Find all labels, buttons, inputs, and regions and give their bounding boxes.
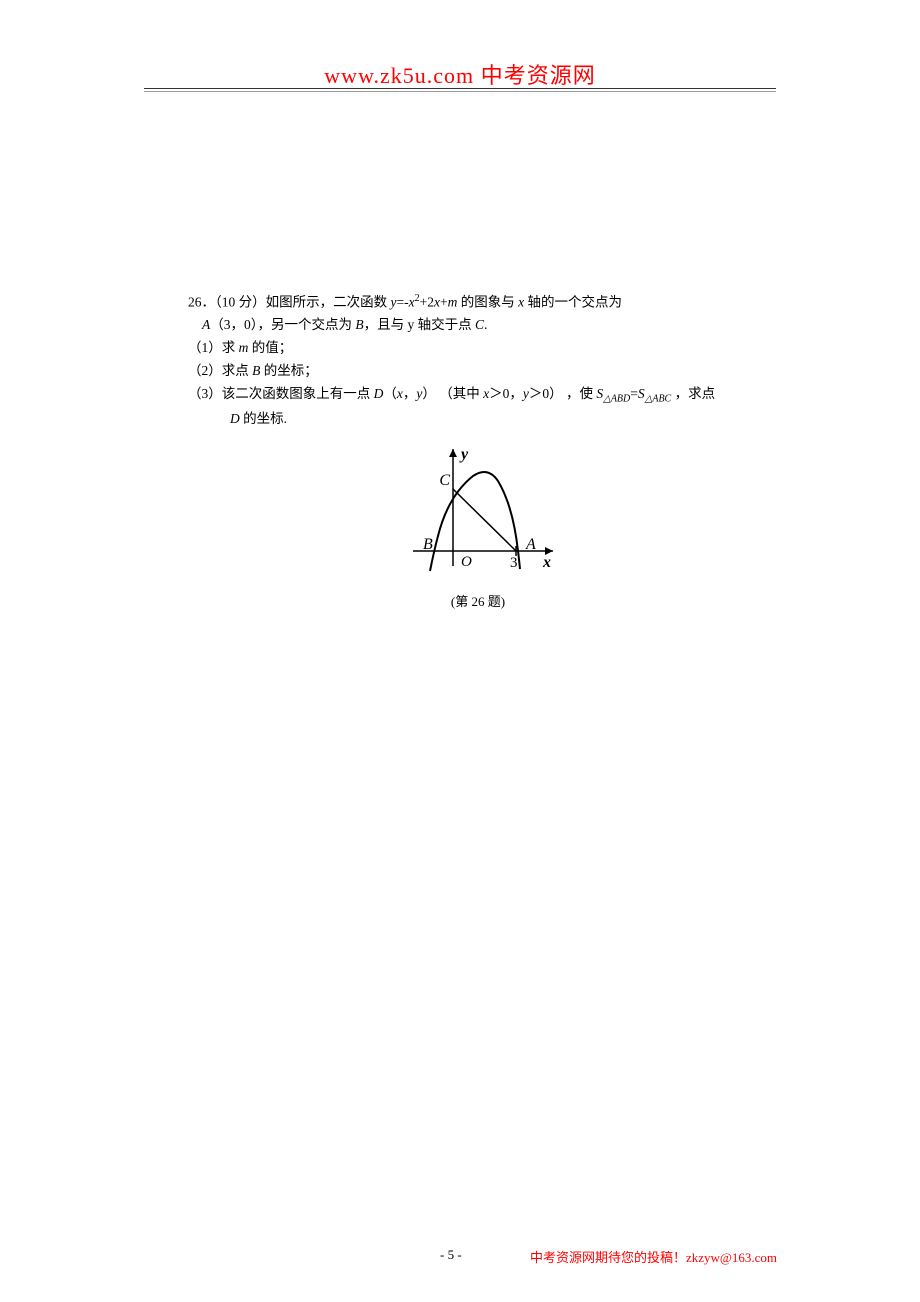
- header-rule-2: [144, 91, 776, 92]
- question-1: （1）求 m 的值；: [188, 337, 768, 360]
- problem-line-1: 26．（10 分）如图所示，二次函数 y=-x2+2x+m 的图象与 x 轴的一…: [188, 290, 768, 314]
- point-c-label: C: [475, 317, 484, 332]
- q1-var: m: [239, 340, 252, 355]
- label-x: x: [542, 554, 551, 571]
- intro-text: 26．（10 分）如图所示，二次函数: [188, 295, 387, 310]
- figure-container: C B A O 3 y x (第 26 题): [188, 441, 768, 613]
- label-a: A: [525, 536, 536, 553]
- q3-cond: （其中: [439, 386, 480, 401]
- q1-suffix: 的值；: [252, 340, 293, 355]
- q3-prefix: （3）该二次函数图象上有一点: [188, 386, 370, 401]
- equation: y: [391, 295, 397, 310]
- header-url: www.zk5u.com: [324, 63, 474, 88]
- q2-suffix: 的坐标；: [264, 363, 318, 378]
- problem-content: 26．（10 分）如图所示，二次函数 y=-x2+2x+m 的图象与 x 轴的一…: [188, 290, 768, 613]
- q2-prefix: （2）求点: [188, 363, 249, 378]
- q3-x: x: [483, 386, 489, 401]
- problem-line-2: A（3，0），另一个交点为 B，且与 y 轴交于点 C.: [188, 314, 768, 337]
- header-site-name: 中考资源网: [481, 63, 596, 88]
- q3-line2-suffix: 的坐标.: [243, 411, 287, 426]
- label-y: y: [459, 446, 469, 463]
- label-b: B: [423, 536, 433, 553]
- page-header: www.zk5u.com 中考资源网: [0, 58, 920, 90]
- label-c: C: [439, 472, 450, 489]
- intro-cont: 的图象与: [461, 295, 515, 310]
- question-3-line1: （3）该二次函数图象上有一点 D（x，y） （其中 x＞0，y＞0） ，使 S△…: [188, 383, 768, 408]
- y-axis-arrow: [449, 449, 457, 457]
- footer-text: 中考资源网期待您的投稿！zkzyw@163.com: [530, 1247, 777, 1266]
- q1-prefix: （1）求: [188, 340, 235, 355]
- question-3-line2: D 的坐标.: [188, 408, 768, 431]
- q2-var: B: [252, 363, 264, 378]
- intro-end: 轴的一个交点为: [527, 295, 622, 310]
- q3-end: ，求点: [675, 386, 716, 401]
- q3-mid: ，使: [566, 386, 593, 401]
- label-o: O: [461, 554, 472, 570]
- point-a-label: A: [202, 317, 210, 332]
- question-2: （2）求点 B 的坐标；: [188, 360, 768, 383]
- header-rule-1: [144, 88, 776, 89]
- figure-caption: (第 26 题): [188, 591, 768, 613]
- q3-d-var: D: [230, 411, 243, 426]
- q3-point-d: D: [374, 386, 384, 401]
- header-text: www.zk5u.com 中考资源网: [324, 63, 595, 88]
- parabola-graph: C B A O 3 y x: [388, 441, 568, 581]
- label-3: 3: [510, 555, 518, 571]
- point-b-label: B: [355, 317, 363, 332]
- page-number: - 5 -: [440, 1247, 462, 1263]
